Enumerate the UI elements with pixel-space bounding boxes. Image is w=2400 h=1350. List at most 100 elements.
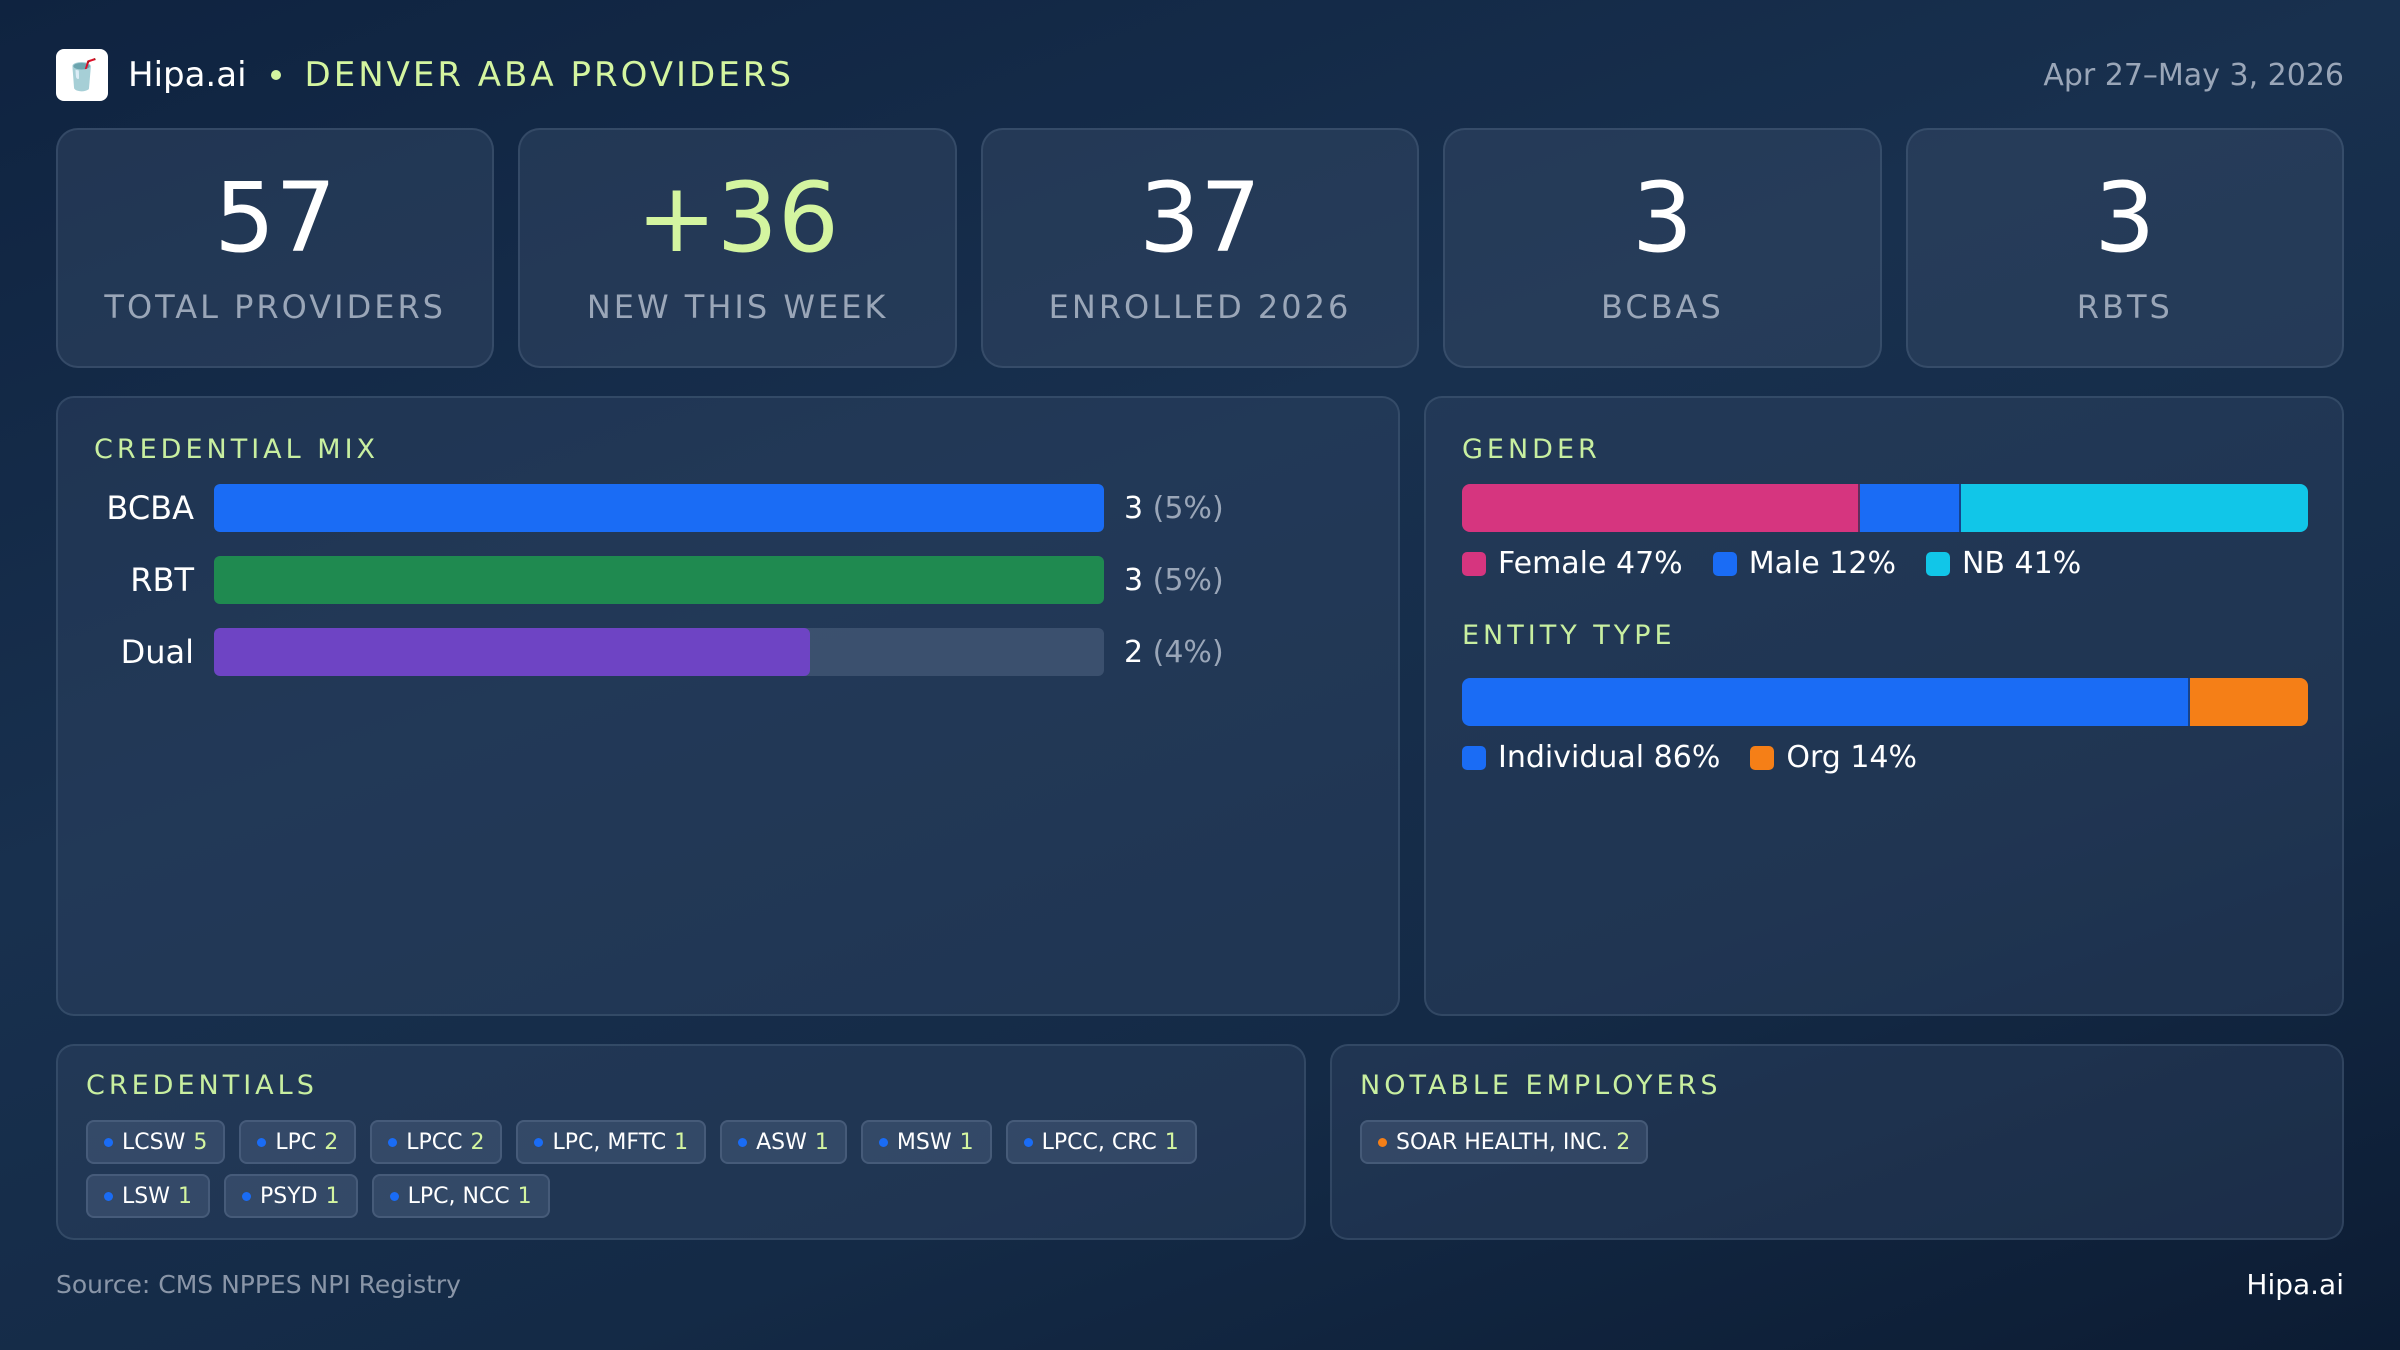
chip-dot (1023, 1137, 1033, 1147)
bar-percent: (4%) (1152, 634, 1224, 670)
kpi-label: RBTS (2076, 288, 2173, 326)
kpi-label: BCBAS (1600, 288, 1724, 326)
legend-swatch (1462, 745, 1486, 770)
legend-item: Individual 86% (1462, 740, 1720, 775)
chip-count: 1 (1164, 1129, 1179, 1155)
legend-label: NB 41% (1961, 546, 2082, 581)
credential-chips: LCSW 5 LPC 2 LPCC 2 LPC, MFTC 1 ASW 1 MSW 1 LPCC, CR… (86, 1120, 1276, 1218)
bar-label: BCBA (106, 489, 194, 527)
gender-stacked-bar (1462, 484, 2308, 532)
date-range: Apr 27–May 3, 2026 (2043, 57, 2344, 93)
chip-label: LSW (122, 1183, 170, 1209)
chip-label: PSYD (259, 1183, 318, 1209)
kpi-value: +36 (636, 162, 839, 274)
chip-dot (104, 1191, 113, 1201)
kpi-card-bcbas: 3 BCBAS (1443, 128, 1882, 368)
employers-panel: NOTABLE EMPLOYERS SOAR HEALTH, INC. 2 (1330, 1044, 2344, 1240)
chip-label: LPC, NCC (407, 1183, 510, 1209)
chip-label: LPCC, CRC (1041, 1129, 1157, 1155)
kpi-card-rbts: 3 RBTS (1905, 128, 2345, 368)
panel-title: CREDENTIAL MIX (94, 434, 380, 465)
chip-count: 2 (324, 1129, 339, 1155)
bar-track (214, 484, 1104, 532)
bar-track (214, 628, 1104, 676)
chip-dot (257, 1137, 267, 1147)
chip: LPCC, CRC 1 (1005, 1120, 1197, 1164)
legend-label: Org 14% (1786, 740, 1918, 775)
legend-item: Male 12% (1712, 546, 1896, 581)
bar-count: 3 (1124, 562, 1144, 598)
chip-dot (738, 1137, 748, 1147)
entity-type-stacked-bar (1462, 678, 2308, 726)
legend-swatch (1462, 551, 1486, 576)
chip-count: 2 (470, 1129, 485, 1155)
chip: ASW 1 (720, 1120, 847, 1164)
bar-count: 2 (1124, 634, 1144, 670)
kpi-label: ENROLLED 2026 (1048, 288, 1352, 326)
bar-percent: (5%) (1152, 490, 1224, 526)
stacked-segment (1859, 484, 1962, 532)
chip: SOAR HEALTH, INC. 2 (1360, 1120, 1649, 1164)
legend-swatch (1712, 551, 1737, 576)
chip-dot (534, 1137, 544, 1147)
entity-type-legend: Individual 86% Org 14% (1462, 740, 1917, 775)
bar-count: 3 (1124, 490, 1144, 526)
stacked-segment (1462, 484, 1860, 532)
chip-dot (241, 1191, 251, 1201)
chip-dot (1378, 1137, 1387, 1147)
chip-label: LPC (275, 1129, 317, 1155)
kpi-value: 3 (2094, 162, 2156, 274)
chip-dot (388, 1137, 398, 1147)
legend-swatch (1750, 745, 1775, 770)
separator-dot (270, 70, 281, 80)
chip-label: ASW (756, 1129, 807, 1155)
chip: LPC, MFTC 1 (516, 1120, 707, 1164)
chip: LPC, NCC 1 (371, 1174, 550, 1218)
chip: PSYD 1 (223, 1174, 358, 1218)
bar-row-rbt: RBT 3 (5%) (58, 556, 1224, 604)
chip-count: 1 (674, 1129, 689, 1155)
bar-fill (214, 628, 811, 676)
chip-dot (389, 1191, 399, 1201)
kpi-card-total-providers: 57 TOTAL PROVIDERS (56, 128, 495, 368)
panel-title: NOTABLE EMPLOYERS (1360, 1070, 1722, 1101)
bar-fill (214, 556, 1104, 604)
legend-swatch (1925, 551, 1950, 576)
bar-row-dual: Dual 2 (4%) (58, 628, 1224, 676)
chip-count: 1 (814, 1129, 829, 1155)
bar-value: 3 (5%) (1124, 563, 1224, 598)
bar-label: Dual (120, 633, 194, 671)
header: 🥤 Hipa.ai DENVER ABA PROVIDERS Apr 27–Ma… (56, 48, 2344, 102)
stacked-segment (1961, 484, 2308, 532)
chip-label: MSW (896, 1129, 952, 1155)
legend-item: Female 47% (1462, 546, 1683, 581)
credentials-panel: CREDENTIALS LCSW 5 LPC 2 LPCC 2 LPC, MFTC 1 ASW 1… (56, 1044, 1306, 1240)
chip-label: SOAR HEALTH, INC. (1396, 1129, 1609, 1155)
footer-brand: Hipa.ai (2246, 1268, 2344, 1301)
bar-value: 2 (4%) (1124, 635, 1224, 670)
entity-type-title: ENTITY TYPE (1462, 620, 1676, 651)
credential-mix-panel: CREDENTIAL MIX BCBA 3 (5%) RBT 3 (5%) Du… (56, 396, 1400, 1016)
chip-label: LPC, MFTC (552, 1129, 667, 1155)
bar-fill (214, 484, 1104, 532)
demographics-panel: GENDER Female 47% Male 12% NB 41% ENTITY T… (1424, 396, 2344, 1016)
drink-cup-icon: 🥤 (56, 49, 108, 101)
report-title: DENVER ABA PROVIDERS (304, 55, 794, 95)
chip-count: 2 (1616, 1129, 1631, 1155)
chip: MSW 1 (860, 1120, 992, 1164)
chip-dot (878, 1137, 888, 1147)
kpi-label: NEW THIS WEEK (586, 288, 889, 326)
bar-track (214, 556, 1104, 604)
bar-label: RBT (130, 561, 194, 599)
chip-dot (104, 1137, 113, 1147)
kpi-card-new-this-week: +36 NEW THIS WEEK (518, 128, 957, 368)
kpi-label: TOTAL PROVIDERS (104, 288, 446, 326)
legend-label: Female 47% (1498, 546, 1683, 581)
kpi-row: 57 TOTAL PROVIDERS +36 NEW THIS WEEK 37 … (56, 128, 2345, 368)
panel-title: CREDENTIALS (86, 1070, 318, 1101)
chip: LCSW 5 (86, 1120, 226, 1164)
kpi-card-enrolled: 37 ENROLLED 2026 (980, 128, 1420, 368)
chip: LSW 1 (86, 1174, 210, 1218)
bar-row-bcba: BCBA 3 (5%) (58, 484, 1224, 532)
chip-count: 1 (959, 1129, 974, 1155)
